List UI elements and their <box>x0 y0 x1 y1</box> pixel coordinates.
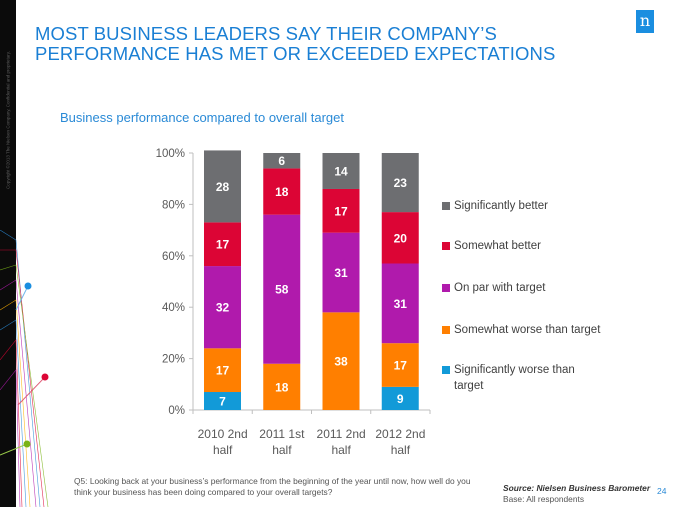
y-tick-label: 60% <box>162 251 185 263</box>
data-label: 6 <box>278 154 285 168</box>
legend-label: Significantly worse than target <box>454 364 575 392</box>
bar-segment <box>263 153 301 169</box>
data-label: 7 <box>219 395 226 409</box>
data-label: 9 <box>397 392 404 406</box>
data-label: 58 <box>275 283 289 297</box>
data-label: 31 <box>394 297 408 311</box>
data-label: 17 <box>334 204 348 218</box>
blue-pin-line <box>15 285 29 311</box>
y-tick-label: 100% <box>156 148 185 160</box>
bar-segment <box>381 153 419 213</box>
legend-swatch <box>442 242 450 250</box>
x-tick-label: half <box>391 443 411 457</box>
slide-title: MOST BUSINESS LEADERS SAY THEIR COMPANY’… <box>35 23 556 64</box>
data-label: 18 <box>275 380 289 394</box>
x-tick-label: 2011 2nd <box>317 427 366 441</box>
bar-segment <box>204 266 241 349</box>
chart-subtitle: Business performance compared to overall… <box>60 110 344 125</box>
data-label: 17 <box>216 238 230 252</box>
blue-dot-icon <box>24 282 32 290</box>
bar-segment <box>322 312 360 410</box>
data-label: 38 <box>334 355 348 369</box>
y-tick-label: 20% <box>162 354 185 366</box>
bar-segment <box>322 153 360 189</box>
bar-segment <box>263 168 301 215</box>
bar-segment <box>204 222 241 267</box>
bar-segment <box>381 386 419 410</box>
y-tick-label: 80% <box>162 199 185 211</box>
decorative-line-art <box>0 230 49 507</box>
legend-swatch <box>442 284 450 292</box>
bar-segment <box>322 188 360 233</box>
bar-segment <box>204 348 241 393</box>
side-strip: Copyright ©2013 The Nielsen Company. Con… <box>0 0 16 507</box>
legend-item: Somewhat worse than target <box>442 322 604 338</box>
green-pin-line <box>0 443 28 456</box>
legend-swatch <box>442 366 450 374</box>
x-tick-label: half <box>213 443 233 457</box>
data-label: 31 <box>334 266 348 280</box>
data-label: 14 <box>334 164 348 178</box>
base-note: Base: All respondents <box>503 494 585 504</box>
legend-item: Significantly better <box>442 198 604 214</box>
data-label: 23 <box>394 176 408 190</box>
bar-segment <box>381 212 419 264</box>
green-dot-icon <box>23 440 31 448</box>
legend-item: Significantly worse than target <box>442 362 604 394</box>
bar-segment <box>204 392 241 410</box>
x-tick-label: half <box>272 443 292 457</box>
bar-segment <box>381 343 419 387</box>
bar-segment <box>381 263 419 344</box>
bar-segment <box>322 232 360 313</box>
data-label: 28 <box>216 180 230 194</box>
bar-segment <box>204 150 241 223</box>
legend-label: Somewhat worse than target <box>454 324 601 336</box>
legend-swatch <box>442 326 450 334</box>
red-dot-icon <box>41 373 49 381</box>
y-tick-label: 0% <box>168 405 185 417</box>
bar-segment <box>263 363 301 410</box>
x-tick-label: 2011 1st <box>259 427 305 441</box>
data-label: 32 <box>216 301 230 315</box>
legend-label: Significantly better <box>454 200 548 212</box>
x-tick-label: 2010 2nd <box>198 427 248 441</box>
legend-swatch <box>442 202 450 210</box>
survey-question: Q5: Looking back at your business’s perf… <box>74 476 471 497</box>
y-tick-label: 40% <box>162 302 185 314</box>
legend-item: On par with target <box>442 280 604 296</box>
x-tick-label: half <box>331 443 351 457</box>
x-tick-label: 2012 2nd <box>375 427 425 441</box>
nielsen-logo: n <box>636 10 654 33</box>
data-label: 18 <box>275 185 289 199</box>
red-pin-line <box>17 376 46 406</box>
data-label: 20 <box>394 231 408 245</box>
data-label: 17 <box>216 364 230 378</box>
source-note: Source: Nielsen Business Barometer <box>503 483 651 493</box>
data-label: 17 <box>394 359 408 373</box>
legend-label: Somewhat better <box>454 240 541 252</box>
legend-item: Somewhat better <box>442 238 604 254</box>
page-number: 24 <box>657 486 667 496</box>
legend-label: On par with target <box>454 282 546 294</box>
bar-segment <box>263 214 301 364</box>
